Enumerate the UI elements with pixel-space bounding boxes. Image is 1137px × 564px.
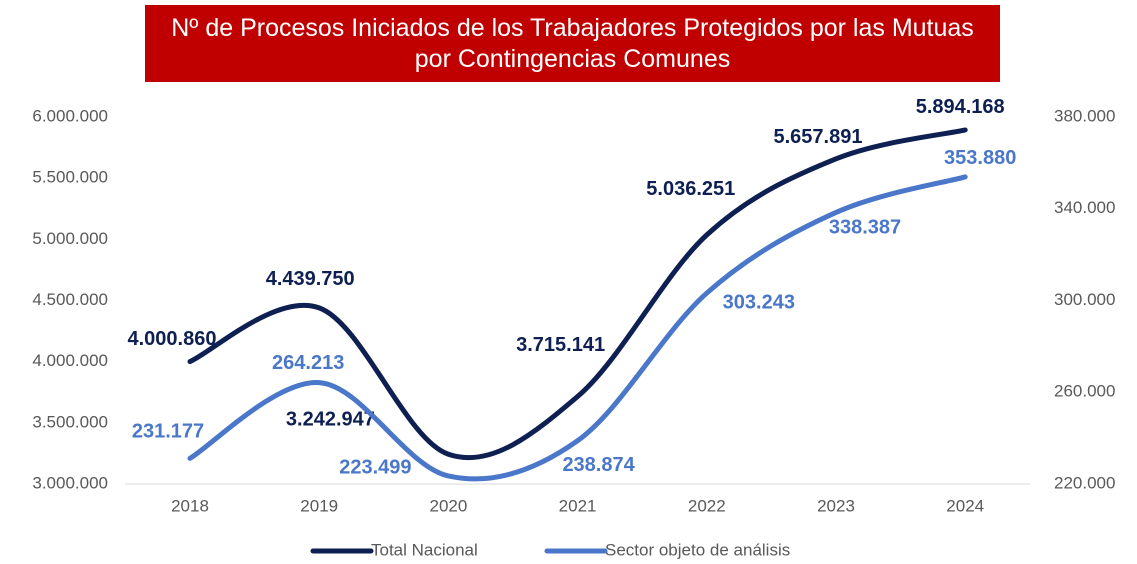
x-tick-label: 2020 bbox=[429, 496, 467, 515]
y-tick-label: 4.000.000 bbox=[32, 351, 108, 370]
data-label: 5.036.251 bbox=[646, 178, 735, 200]
x-tick-label: 2022 bbox=[688, 496, 726, 515]
data-label: 223.499 bbox=[339, 456, 411, 478]
data-label: 4.439.750 bbox=[266, 268, 355, 290]
y2-tick-label: 380.000 bbox=[1054, 106, 1115, 125]
legend-label: Sector objeto de análisis bbox=[605, 540, 790, 559]
series-line bbox=[187, 127, 968, 461]
x-tick-label: 2019 bbox=[300, 496, 338, 515]
data-label: 4.000.860 bbox=[128, 328, 217, 350]
y2-tick-label: 340.000 bbox=[1054, 198, 1115, 217]
y2-tick-label: 260.000 bbox=[1054, 382, 1115, 401]
x-tick-label: 2018 bbox=[171, 496, 209, 515]
y-tick-label: 5.500.000 bbox=[32, 168, 108, 187]
x-tick-label: 2023 bbox=[817, 496, 855, 515]
data-label: 238.874 bbox=[562, 454, 635, 476]
legend-label: Total Nacional bbox=[371, 540, 478, 559]
x-tick-label: 2021 bbox=[559, 496, 597, 515]
y-tick-label: 5.000.000 bbox=[32, 229, 108, 248]
data-label: 264.213 bbox=[272, 352, 344, 374]
series-line bbox=[187, 174, 968, 482]
chart-title: Nº de Procesos Iniciados de los Trabajad… bbox=[145, 5, 1000, 82]
x-tick-label: 2024 bbox=[946, 496, 984, 515]
y2-tick-label: 220.000 bbox=[1054, 473, 1115, 492]
data-label: 5.894.168 bbox=[916, 96, 1005, 118]
data-label: 353.880 bbox=[944, 147, 1016, 169]
y-tick-label: 6.000.000 bbox=[32, 106, 108, 125]
data-label: 231.177 bbox=[132, 421, 204, 443]
data-label: 5.657.891 bbox=[774, 126, 863, 148]
y-tick-label: 4.500.000 bbox=[32, 290, 108, 309]
data-label: 303.243 bbox=[723, 291, 795, 313]
data-label: 338.387 bbox=[829, 217, 901, 239]
y-tick-label: 3.500.000 bbox=[32, 412, 108, 431]
y-tick-label: 3.000.000 bbox=[32, 473, 108, 492]
data-label: 3.715.141 bbox=[516, 334, 605, 356]
data-label: 3.242.947 bbox=[286, 409, 375, 431]
y2-tick-label: 300.000 bbox=[1054, 290, 1115, 309]
